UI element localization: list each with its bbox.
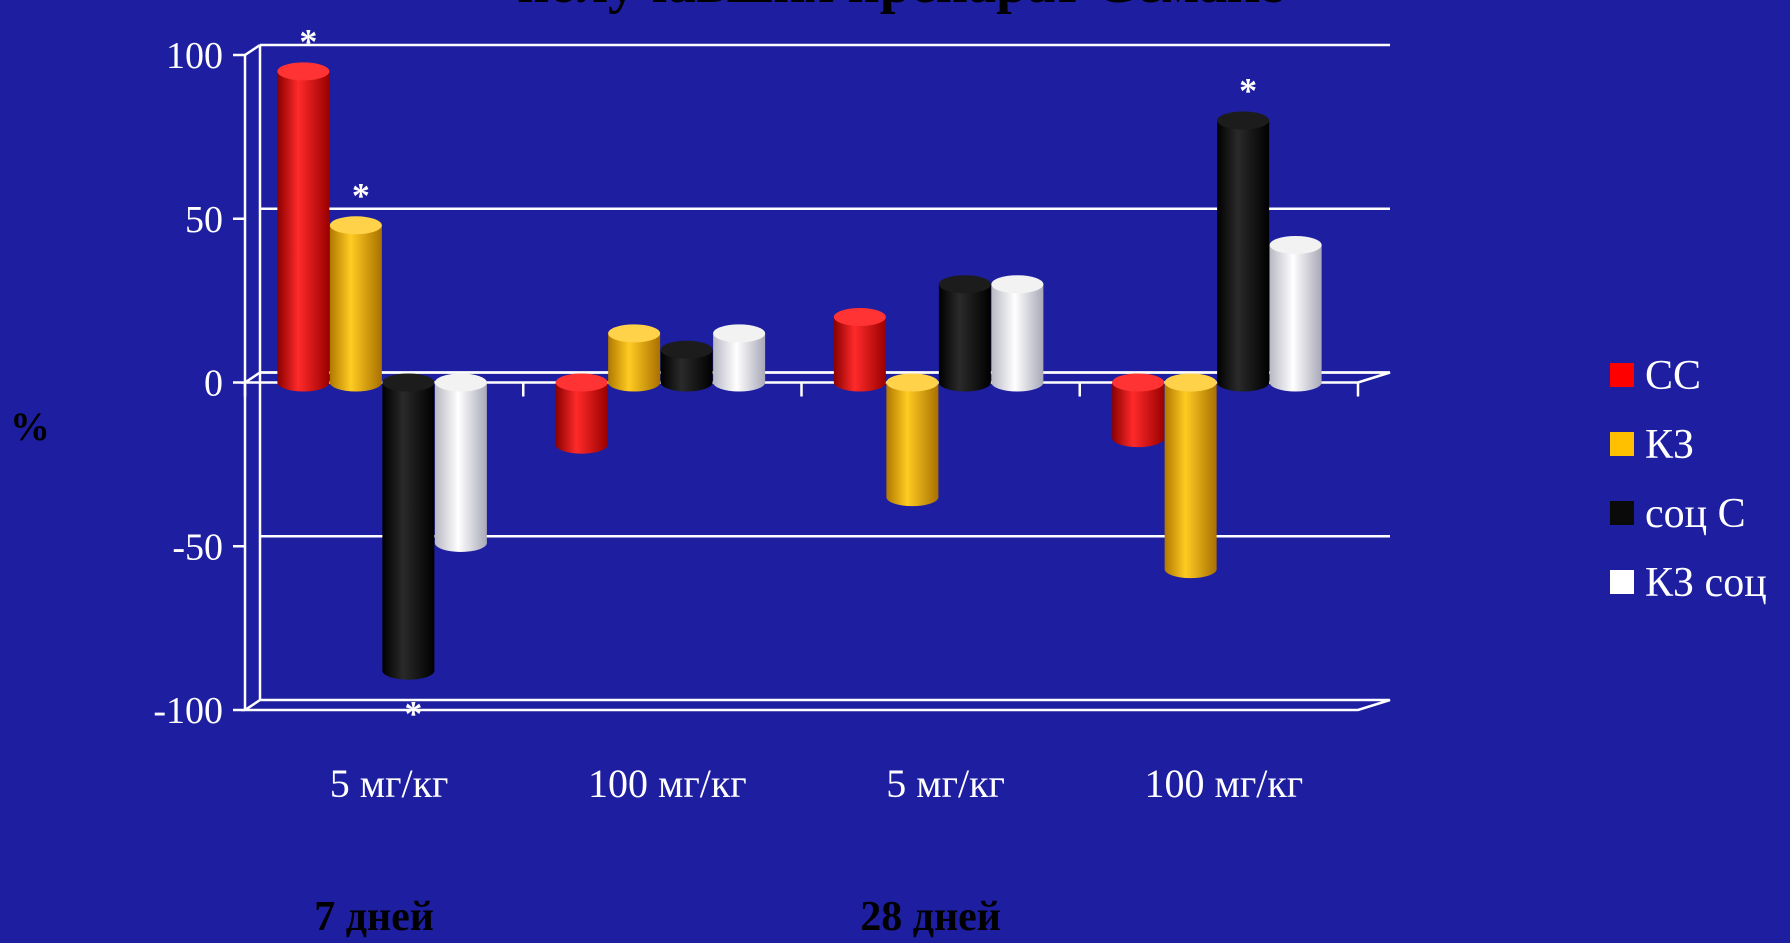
bar [330, 216, 382, 391]
bar [661, 341, 713, 392]
bar-body [435, 383, 487, 543]
y-tick-label: -50 [172, 526, 223, 568]
bar-body [330, 225, 382, 382]
group-label: 7 дней [314, 894, 434, 938]
bar-bottom-cap [330, 374, 382, 392]
x-tick-label: 100 мг/кг [1145, 761, 1304, 806]
x-tick-label: 5 мг/кг [330, 761, 449, 806]
bar-top-cap [886, 374, 938, 392]
bar-top-cap [1165, 374, 1217, 392]
bar-top-cap [1112, 374, 1164, 392]
bar-body [834, 317, 886, 383]
bar [991, 275, 1043, 391]
bar-bottom-cap [886, 488, 938, 506]
y-tick-label: 100 [166, 35, 223, 77]
bar-bottom-cap [1217, 374, 1269, 392]
bar-top-cap [556, 374, 608, 392]
bar-top-cap [1217, 112, 1269, 130]
legend-item: СС [1610, 353, 1701, 399]
bar [556, 374, 608, 454]
bar-bottom-cap [556, 436, 608, 454]
y-tick-label: -100 [153, 690, 223, 732]
bar-top-cap [330, 216, 382, 234]
bar-top-cap [713, 324, 765, 342]
bar-bottom-cap [1165, 560, 1217, 578]
legend-label: КЗ [1645, 422, 1694, 468]
bar-body [1165, 383, 1217, 570]
bar-bottom-cap [834, 374, 886, 392]
bar-bottom-cap [435, 534, 487, 552]
bar-bottom-cap [713, 374, 765, 392]
significance-marker: * [299, 21, 317, 61]
legend-item: соц С [1610, 491, 1746, 537]
bar-top-cap [277, 62, 329, 80]
legend-swatch [1610, 570, 1634, 594]
bar-bottom-cap [661, 374, 713, 392]
bar-body [886, 383, 938, 498]
bar-body [382, 383, 434, 671]
legend-label: соц С [1645, 491, 1746, 537]
bar-top-cap [1270, 236, 1322, 254]
bar-body [991, 284, 1043, 382]
legend-label: КЗ соц [1645, 560, 1767, 606]
bar-bottom-cap [991, 374, 1043, 392]
legend-item: КЗ соц [1610, 560, 1767, 606]
bar-top-cap [608, 324, 660, 342]
bar [713, 324, 765, 391]
bar-bottom-cap [1112, 429, 1164, 447]
bar-bottom-cap [382, 662, 434, 680]
bar [1270, 236, 1322, 392]
bar-top-cap [382, 374, 434, 392]
legend-swatch [1610, 501, 1634, 525]
bar-top-cap [661, 341, 713, 359]
bar-bottom-cap [608, 374, 660, 392]
bar [886, 374, 938, 507]
significance-marker: * [404, 694, 422, 734]
bar-body [1270, 245, 1322, 383]
bar-top-cap [834, 308, 886, 326]
bar [1112, 374, 1164, 448]
y-axis-depth [245, 45, 260, 55]
bar-top-cap [991, 275, 1043, 293]
bar [382, 374, 434, 680]
legend-label: СС [1645, 353, 1701, 399]
bar [939, 275, 991, 391]
group-label: 28 дней [860, 894, 1001, 938]
bars [277, 62, 1321, 679]
y-tick-label: 50 [185, 199, 223, 241]
significance-marker: * [352, 175, 370, 215]
bar [1217, 112, 1269, 392]
bar-body [939, 284, 991, 382]
bar-body [1217, 121, 1269, 383]
bar [1165, 374, 1217, 579]
bar-bottom-cap [277, 374, 329, 392]
y-axis-label: % [10, 404, 50, 449]
x-tick-label: 5 мг/кг [886, 761, 1005, 806]
bar [277, 62, 329, 391]
bar-top-cap [939, 275, 991, 293]
bar [608, 324, 660, 391]
bar-body [556, 383, 608, 445]
chart-title: получавших препарат Семакс [517, 0, 1283, 15]
bar [834, 308, 886, 392]
legend-swatch [1610, 363, 1634, 387]
bar-bottom-cap [1270, 374, 1322, 392]
y-tick-label: 0 [204, 363, 223, 405]
legend-item: КЗ [1610, 422, 1694, 468]
bar-top-cap [435, 374, 487, 392]
bar [435, 374, 487, 552]
x-tick-label: 100 мг/кг [588, 761, 747, 806]
legend: СС КЗ соц С КЗ соц [1610, 353, 1767, 606]
bar-body [277, 71, 329, 382]
bar-bottom-cap [939, 374, 991, 392]
legend-swatch [1610, 432, 1634, 456]
significance-marker: * [1239, 71, 1257, 111]
